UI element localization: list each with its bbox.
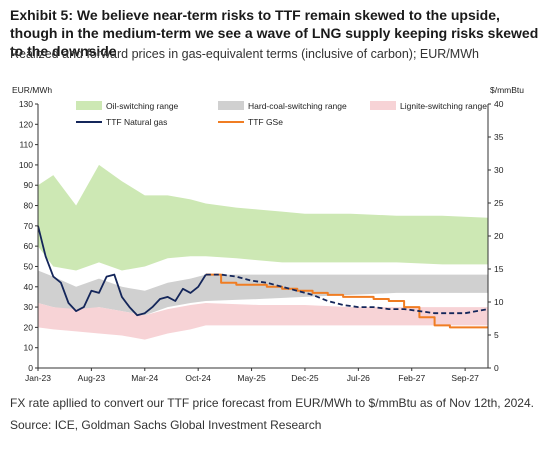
x-tick-label: Dec-25: [291, 373, 319, 383]
y-tick-label: 30: [24, 302, 34, 312]
x-tick-label: Oct-24: [185, 373, 211, 383]
ttf-gse-line: [205, 273, 488, 329]
y-tick-label: 80: [24, 201, 34, 211]
legend-ttf-natural-gas: TTF Natural gas: [76, 117, 167, 127]
x-tick-label: Jul-26: [347, 373, 370, 383]
y-tick-label: 60: [24, 241, 34, 251]
price-chart: EUR/MWh $/mmBtu 010203040506070809010011…: [12, 85, 524, 383]
legend-label: Lignite-switching range: [400, 101, 487, 111]
ttf-natural-gas-forward-line: [205, 273, 489, 315]
y-tick-label: 10: [24, 343, 34, 353]
y-tick-label: 130: [19, 99, 33, 109]
legend-hard-coal-switching: Hard-coal-switching range: [218, 101, 347, 111]
y-tick-label: 20: [24, 322, 34, 332]
legend-swatch: [370, 101, 396, 110]
x-tick-label: Aug-23: [78, 373, 106, 383]
legend-ttf-gse: TTF GSe: [218, 117, 283, 127]
x-tick-label: Jan-23: [25, 373, 51, 383]
legend-label: Hard-coal-switching range: [248, 101, 347, 111]
legend-lignite-switching: Lignite-switching range: [370, 101, 487, 111]
y2-tick-label: 20: [494, 231, 504, 241]
y-tick-label: 50: [24, 261, 34, 271]
y-tick-label: 70: [24, 221, 34, 231]
y2-tick-label: 40: [494, 99, 504, 109]
legend-label: Oil-switching range: [106, 101, 179, 111]
lines-layer: [37, 225, 489, 329]
footnote: FX rate apllied to convert our TTF price…: [10, 396, 534, 410]
y2-tick-label: 35: [494, 132, 504, 142]
oil-switching-band: [38, 164, 488, 271]
legend-swatch: [218, 101, 244, 110]
y-axis-label: EUR/MWh: [12, 85, 52, 95]
y2-axis-label: $/mmBtu: [490, 85, 524, 95]
lignite-switching-band: [38, 303, 488, 340]
y2-tick-label: 5: [494, 330, 499, 340]
y2-tick-label: 15: [494, 264, 504, 274]
x-tick-label: Mar-24: [131, 373, 158, 383]
legend-label: TTF Natural gas: [106, 117, 167, 127]
hard-coal-switching-band: [38, 270, 488, 316]
ttf-natural-gas-realized-line: [37, 225, 207, 317]
axes-layer: EUR/MWh $/mmBtu 010203040506070809010011…: [12, 85, 524, 383]
bands-layer: [38, 164, 488, 340]
y2-tick-label: 30: [494, 165, 504, 175]
y-tick-label: 110: [19, 140, 33, 150]
y-tick-label: 90: [24, 180, 34, 190]
y2-tick-label: 0: [494, 363, 499, 373]
y-tick-label: 120: [19, 119, 33, 129]
x-tick-label: May-25: [237, 373, 266, 383]
x-tick-label: Sep-27: [451, 373, 479, 383]
x-tick-label: Feb-27: [398, 373, 425, 383]
source-note: Source: ICE, Goldman Sachs Global Invest…: [10, 418, 322, 432]
y-tick-label: 100: [19, 160, 33, 170]
legend-swatch: [76, 101, 102, 110]
y-tick-label: 0: [28, 363, 33, 373]
y2-tick-label: 25: [494, 198, 504, 208]
y2-tick-label: 10: [494, 297, 504, 307]
chart-title: Exhibit 5: We believe near-term risks to…: [10, 7, 539, 59]
legend-label: TTF GSe: [248, 117, 283, 127]
chart-subtitle: Realized and forward prices in gas-equiv…: [10, 47, 479, 61]
legend: Oil-switching range Hard-coal-switching r…: [76, 101, 487, 127]
legend-oil-switching: Oil-switching range: [76, 101, 179, 111]
y-tick-label: 40: [24, 282, 34, 292]
